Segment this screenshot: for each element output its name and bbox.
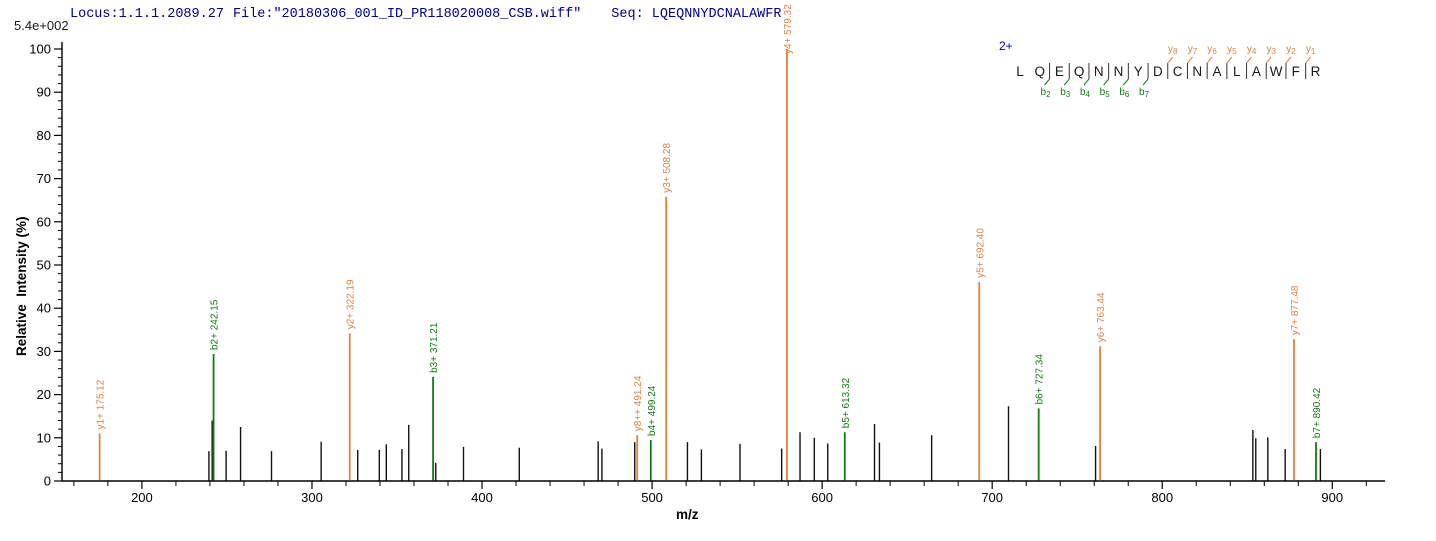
y-tick-label: 90 — [37, 85, 51, 100]
y-axis-ticks: 0 10 20 30 40 50 60 70 80 90 100 — [29, 42, 62, 489]
y-ion-tick — [1246, 56, 1252, 64]
peak-label: b4+ 499.24 — [647, 385, 658, 436]
x-tick-label: 300 — [301, 490, 323, 505]
x-tick-label: 700 — [981, 490, 1003, 505]
peak-labels: y1+ 175.12 b2+ 242.15 y2+ 322.19 b3+ 371.21… — [96, 4, 1323, 438]
residue-letter: Q — [1074, 64, 1085, 79]
b-ion-label: b6 — [1119, 87, 1130, 99]
residue-letter: N — [1094, 64, 1104, 79]
residue-letter: D — [1153, 64, 1163, 79]
residue-letter: N — [1114, 64, 1124, 79]
y-tick-label: 0 — [44, 474, 51, 489]
x-tick-label: 600 — [811, 490, 833, 505]
x-tick-label: 900 — [1321, 490, 1343, 505]
y-tick-label: 30 — [37, 344, 51, 359]
y-ion-label: y1 — [1306, 44, 1316, 56]
peaks — [98, 49, 1322, 481]
b-ion-label: b3 — [1060, 87, 1071, 99]
peak-label: b5+ 613.32 — [841, 377, 852, 428]
y-ion-tick — [1226, 56, 1233, 64]
peak-label: y5+ 692.40 — [975, 228, 986, 278]
b-ion-tick — [1103, 78, 1110, 86]
y-ion-tick — [1265, 56, 1272, 64]
x-tick-label: 200 — [131, 490, 153, 505]
y-ion-label: y3 — [1267, 44, 1277, 56]
b-ion-tick — [1122, 78, 1129, 86]
y-tick-label: 20 — [37, 387, 51, 402]
residue-letter: Y — [1134, 64, 1143, 79]
residue-letter: N — [1192, 64, 1202, 79]
y-ion-label: y7 — [1188, 44, 1198, 56]
residue-letter: A — [1212, 64, 1221, 79]
y-scale-note: 5.4e+002 — [14, 18, 69, 33]
y-tick-label: 100 — [29, 42, 51, 57]
residue-letter: A — [1252, 64, 1261, 79]
x-axis-ticks: 200 300 400 500 600 700 800 900 — [73, 481, 1367, 505]
residue-letter: Q — [1034, 64, 1045, 79]
b-ion-tick — [1142, 78, 1149, 86]
b-ion-label: b5 — [1100, 87, 1111, 99]
y-ion-label: y6 — [1207, 44, 1217, 56]
y-ion-tick — [1285, 56, 1292, 64]
precursor-charge-label: 2+ — [999, 39, 1013, 53]
y-ion-label: y8 — [1168, 44, 1178, 56]
b-ion-label: b4 — [1080, 87, 1091, 99]
b-ion-tick — [1063, 78, 1070, 86]
peak-label: b2+ 242.15 — [210, 299, 221, 350]
x-tick-label: 500 — [641, 490, 663, 505]
y-ion-tick — [1206, 56, 1213, 64]
x-axis-title: m/z — [676, 507, 699, 522]
y-ion-label: y5 — [1227, 44, 1237, 56]
peak-label: y2+ 322.19 — [346, 279, 357, 329]
y-tick-label: 40 — [37, 301, 51, 316]
header-line: Locus:1.1.1.2089.27 File:"20180306_001_ID… — [70, 7, 781, 22]
y-tick-label: 60 — [37, 214, 51, 229]
b-ion-tick — [1083, 78, 1090, 86]
y-tick-label: 70 — [37, 171, 51, 186]
locus-text: Locus:1.1.1.2089.27 — [70, 7, 224, 22]
b-ion-label: b7 — [1139, 87, 1150, 99]
x-tick-label: 800 — [1151, 490, 1173, 505]
residue-letter: W — [1270, 64, 1283, 79]
y-tick-label: 80 — [37, 128, 51, 143]
peak-label: y1+ 175.12 — [96, 379, 107, 429]
y-tick-label: 10 — [37, 430, 51, 445]
peak-label: b3+ 371.21 — [429, 322, 440, 373]
x-tick-label: 400 — [471, 490, 493, 505]
peak-label: y6+ 763.44 — [1096, 292, 1107, 342]
y-ion-label: y2 — [1286, 44, 1296, 56]
y-ion-tick — [1187, 56, 1193, 64]
file-text: File:"20180306_001_ID_PR118020008_CSB.wi… — [232, 7, 582, 22]
peak-label: b6+ 727.34 — [1035, 354, 1046, 405]
seq-text: Seq: LQEQNNYDCNALAWFR — [611, 7, 782, 22]
axes — [61, 42, 1385, 482]
residue-letter: L — [1016, 64, 1024, 79]
y-ion-tick — [1167, 56, 1174, 64]
residue-letter: E — [1055, 64, 1064, 79]
y-ion-tick — [1305, 56, 1312, 64]
b-ion-label: b2 — [1041, 87, 1052, 99]
peak-label: y3+ 508.28 — [662, 143, 673, 193]
y-axis-title: Relative Intensity (%) — [14, 216, 29, 356]
peak-label: y4+ 579.32 — [783, 4, 794, 54]
b-ion-tick — [1044, 78, 1050, 86]
y-tick-label: 50 — [37, 258, 51, 273]
residue-letter: C — [1173, 64, 1183, 79]
peak-label: y8++ 491.24 — [633, 375, 644, 431]
residue-letter: R — [1311, 64, 1321, 79]
residue-letter: L — [1233, 64, 1241, 79]
peak-label: b7+ 890.42 — [1312, 387, 1323, 438]
y-ion-label: y4 — [1247, 44, 1257, 56]
residue-letter: F — [1292, 64, 1300, 79]
peak-label: y7+ 877.48 — [1290, 285, 1301, 335]
